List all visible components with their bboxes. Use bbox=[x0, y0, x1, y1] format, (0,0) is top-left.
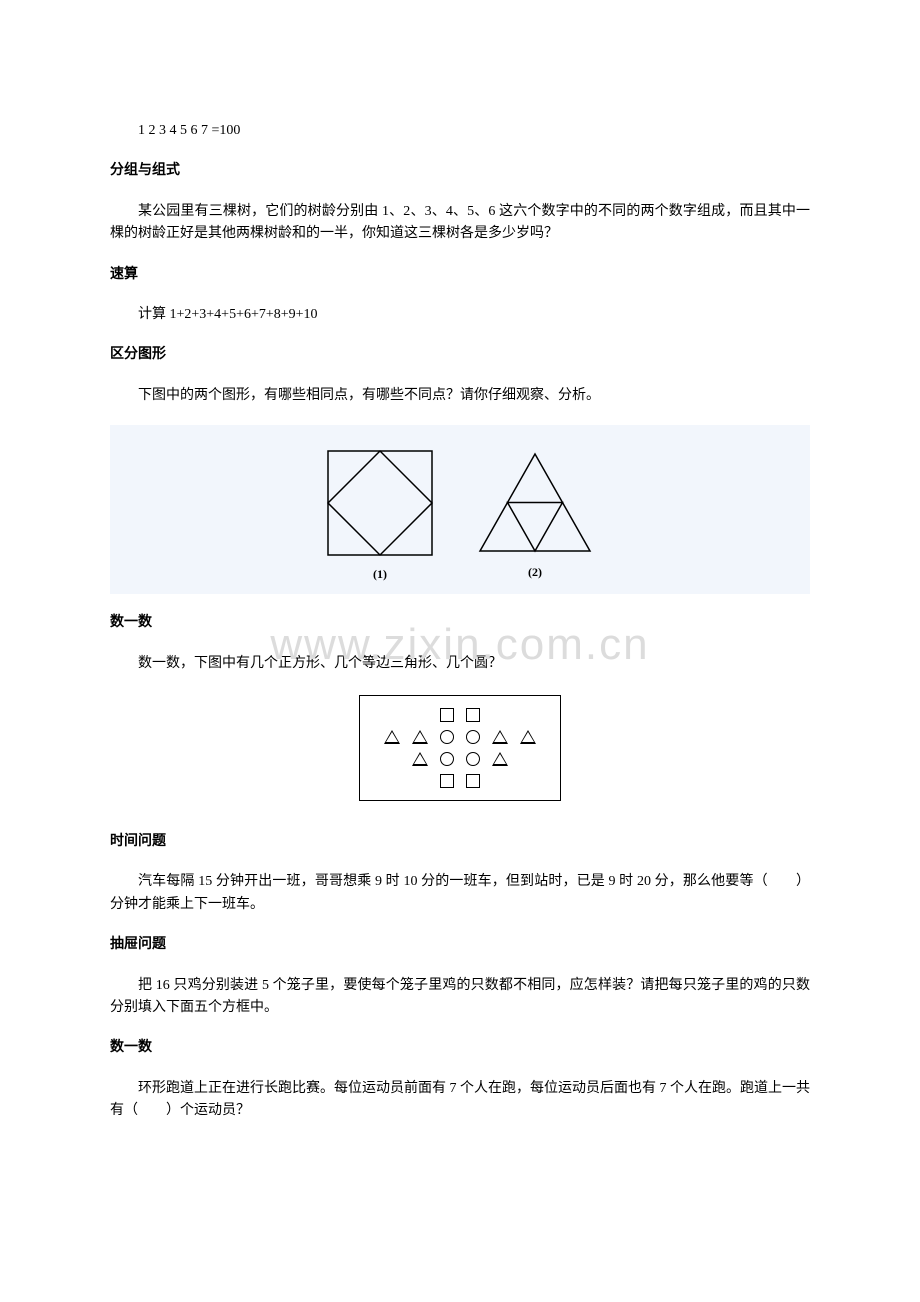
section-title-drawer: 抽屉问题 bbox=[110, 934, 810, 956]
section-body-count2: 环形跑道上正在进行长跑比赛。每位运动员前面有 7 个人在跑，每位运动员后面也有 … bbox=[110, 1078, 810, 1123]
figure-1-block: (1) bbox=[320, 443, 440, 584]
section-title-time: 时间问题 bbox=[110, 831, 810, 853]
count-figure-container bbox=[110, 695, 810, 801]
section-title-count1: 数一数 bbox=[110, 612, 810, 634]
circle-icon bbox=[440, 730, 454, 744]
circle-icon bbox=[440, 752, 454, 766]
circle-icon bbox=[466, 752, 480, 766]
figure-1-svg bbox=[320, 443, 440, 563]
figure-distinguish-container: (1) (2) bbox=[110, 425, 810, 594]
figure-1-label: (1) bbox=[373, 565, 387, 584]
triangle-icon bbox=[520, 730, 536, 744]
shape-row-2 bbox=[384, 730, 536, 744]
figure-2-label: (2) bbox=[528, 563, 542, 582]
shape-row-3 bbox=[412, 752, 508, 766]
triangle-icon bbox=[492, 752, 508, 766]
triangle-icon bbox=[492, 730, 508, 744]
triangle-icon bbox=[412, 730, 428, 744]
section-body-quickcalc: 计算 1+2+3+4+5+6+7+8+9+10 bbox=[110, 304, 810, 326]
section-body-distinguish: 下图中的两个图形，有哪些相同点，有哪些不同点？请你仔细观察、分析。 bbox=[110, 385, 810, 407]
section-title-grouping: 分组与组式 bbox=[110, 160, 810, 182]
circle-icon bbox=[466, 730, 480, 744]
section-title-count2: 数一数 bbox=[110, 1037, 810, 1059]
section-body-drawer: 把 16 只鸡分别装进 5 个笼子里，要使每个笼子里鸡的只数都不相同，应怎样装？… bbox=[110, 975, 810, 1020]
section-body-grouping: 某公园里有三棵树，它们的树龄分别由 1、2、3、4、5、6 这六个数字中的不同的… bbox=[110, 201, 810, 246]
shape-row-4 bbox=[440, 774, 480, 788]
square-icon bbox=[466, 708, 480, 722]
section-body-time: 汽车每隔 15 分钟开出一班，哥哥想乘 9 时 10 分的一班车，但到站时，已是… bbox=[110, 871, 810, 916]
triangle-icon bbox=[412, 752, 428, 766]
section-body-count1: 数一数，下图中有几个正方形、几个等边三角形、几个圆？ bbox=[110, 653, 810, 675]
square-icon bbox=[466, 774, 480, 788]
equation-line: 1 2 3 4 5 6 7 =100 bbox=[110, 120, 810, 142]
figure-2-block: (2) bbox=[470, 446, 600, 582]
section-title-distinguish: 区分图形 bbox=[110, 344, 810, 366]
section-title-quickcalc: 速算 bbox=[110, 264, 810, 286]
square-icon bbox=[440, 774, 454, 788]
square-icon bbox=[440, 708, 454, 722]
count-figure-box bbox=[359, 695, 561, 801]
triangle-icon bbox=[384, 730, 400, 744]
figure-2-svg bbox=[470, 446, 600, 561]
shape-row-1 bbox=[440, 708, 480, 722]
document-content: 1 2 3 4 5 6 7 =100 分组与组式 某公园里有三棵树，它们的树龄分… bbox=[0, 0, 920, 1181]
